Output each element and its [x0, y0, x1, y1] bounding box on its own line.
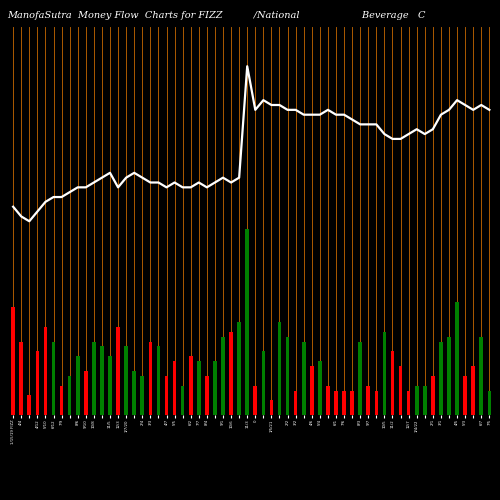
Bar: [472, 366, 475, 415]
Bar: [205, 376, 208, 415]
Bar: [116, 327, 120, 415]
Bar: [164, 376, 168, 415]
Bar: [318, 361, 322, 415]
Bar: [181, 386, 184, 415]
Bar: [334, 390, 338, 415]
Bar: [407, 390, 410, 415]
Bar: [294, 390, 298, 415]
Bar: [342, 390, 346, 415]
Bar: [221, 336, 225, 415]
Bar: [270, 400, 273, 415]
Bar: [488, 390, 491, 415]
Bar: [286, 336, 290, 415]
Bar: [140, 376, 144, 415]
Bar: [44, 327, 48, 415]
Bar: [20, 342, 23, 415]
Bar: [439, 342, 442, 415]
Bar: [92, 342, 96, 415]
Bar: [262, 352, 265, 415]
Bar: [100, 346, 103, 415]
Bar: [382, 332, 386, 415]
Bar: [197, 361, 200, 415]
Bar: [230, 332, 233, 415]
Bar: [173, 361, 176, 415]
Bar: [76, 356, 80, 415]
Bar: [326, 386, 330, 415]
Bar: [366, 386, 370, 415]
Bar: [108, 356, 112, 415]
Bar: [447, 336, 451, 415]
Text: ManofaSutra  Money Flow  Charts for FIZZ          /National                    B: ManofaSutra Money Flow Charts for FIZZ /…: [8, 11, 426, 20]
Bar: [52, 342, 56, 415]
Bar: [415, 386, 418, 415]
Bar: [189, 356, 192, 415]
Bar: [358, 342, 362, 415]
Bar: [246, 229, 249, 415]
Bar: [213, 361, 216, 415]
Bar: [36, 352, 39, 415]
Bar: [480, 336, 483, 415]
Bar: [28, 396, 31, 415]
Bar: [84, 371, 87, 415]
Bar: [399, 366, 402, 415]
Bar: [60, 386, 64, 415]
Bar: [464, 376, 467, 415]
Bar: [254, 386, 257, 415]
Bar: [132, 371, 136, 415]
Bar: [278, 322, 281, 415]
Bar: [374, 390, 378, 415]
Bar: [156, 346, 160, 415]
Bar: [390, 352, 394, 415]
Bar: [350, 390, 354, 415]
Bar: [238, 322, 241, 415]
Bar: [431, 376, 434, 415]
Bar: [12, 308, 15, 415]
Bar: [455, 302, 459, 415]
Bar: [124, 346, 128, 415]
Bar: [310, 366, 314, 415]
Bar: [423, 386, 426, 415]
Bar: [148, 342, 152, 415]
Bar: [302, 342, 306, 415]
Bar: [68, 376, 71, 415]
